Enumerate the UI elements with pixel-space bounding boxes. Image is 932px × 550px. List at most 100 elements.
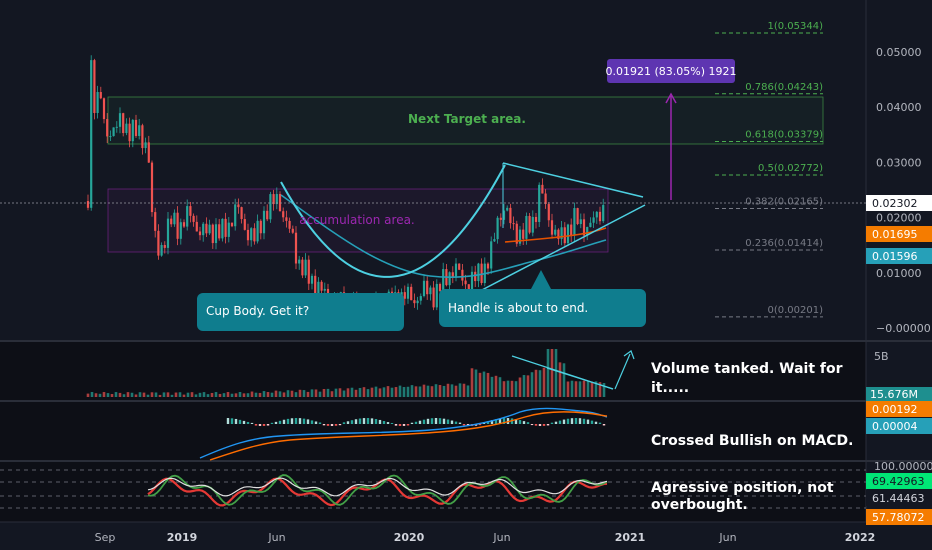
candle-body [170,218,173,225]
measure-label-box [607,59,735,83]
candle-body [563,227,566,244]
rsi-badge [866,490,932,506]
candle-body [467,284,470,291]
volume-bar [466,385,470,397]
macd-histogram-bar [570,418,574,424]
candle-body [502,210,506,220]
price-tick-label: −0.00000 [876,322,931,335]
macd-histogram-bar [494,419,498,424]
volume-bar [290,390,294,397]
candle-body [141,125,144,149]
macd-histogram-bar [558,420,562,424]
candle-body [538,184,541,222]
volume-bar [114,392,118,397]
volume-bar [342,390,346,397]
volume-bar [418,386,422,397]
volume-bar [102,392,106,397]
fib-level-label: 0.382(0.02165) [745,196,823,207]
svg-text:15.676M: 15.676M [870,388,918,401]
macd-histogram-bar [266,424,270,426]
macd-histogram-bar [490,420,494,424]
macd-badge [866,418,932,434]
candle-body [173,212,176,225]
macd-histogram-bar [434,418,438,424]
candle-body [176,212,179,239]
fib-level-label: 1(0.05344) [767,21,823,32]
macd-histogram-bar [586,419,590,424]
time-axis-label: Jun [267,531,285,544]
price-badge-label: 0.02302 [872,197,918,210]
volume-bar [194,394,198,397]
volume-bar [338,388,342,397]
macd-histogram-bar [270,422,274,424]
macd [199,407,608,461]
volume-bar [318,391,322,397]
handle-label: Handle is about to end. [448,301,588,315]
candle-body [432,287,435,308]
volume-bar [366,389,370,397]
volume-bar [430,386,434,397]
volume-bar [482,371,486,397]
candle-body [509,207,512,224]
candle-body [102,98,106,120]
macd-histogram-bar [338,424,342,426]
volume-drawings [511,350,635,390]
candle-body [493,239,496,242]
macd-histogram-bar [526,422,530,424]
candle-body [214,224,218,244]
candle-body [550,220,554,235]
macd-histogram-bar [394,424,398,426]
volume-bar [510,380,514,397]
macd-histogram-bar [438,418,442,424]
volume-bar [306,391,310,397]
candle-body [259,220,262,234]
fib-level-label: 0.786(0.04243) [745,82,823,93]
macd-histogram-bar [550,422,554,424]
rsi-note-line2: overbought. [651,497,748,513]
fib-labels: 1(0.05344) 0.786(0.04243) 0.618(0.03379) 0.… [745,21,823,316]
volume-bar [602,383,606,397]
macd-signal-line [209,411,608,461]
candle-body [490,241,493,269]
volume-bar [426,385,430,397]
candle-body [307,259,310,284]
volume-bar [494,375,498,397]
cup-curve [280,164,506,278]
candle-body [422,280,426,297]
volume-bar [526,375,530,397]
macd-histogram-bar [410,422,414,424]
macd-histogram-bar [462,424,466,426]
panel-separators [0,0,932,523]
volume-bar [302,390,306,397]
candle-body [112,127,115,137]
rsi-badge-label: 61.44463 [872,492,925,505]
volume-bar [258,392,262,397]
candle-body [579,219,582,225]
macd-histogram-bar [458,422,462,424]
volume-bar [362,387,366,397]
candle-body [544,193,547,205]
volume-bar [486,372,490,397]
candle-body [323,288,326,291]
volume-bar [166,392,170,397]
macd-histogram-bar [422,419,426,424]
candle-body [554,229,557,235]
time-axis-label: 2021 [615,531,646,544]
volume-bar [330,391,334,397]
candle-body [426,280,429,295]
price-badge-label: 0.01695 [872,228,918,241]
macd-histogram-bar [514,419,518,424]
candle-body [282,211,285,218]
candle-body [157,230,160,256]
volume-bar [406,386,410,397]
volume-bar [174,392,178,397]
candle-body [218,224,221,239]
macd-histogram-bar [554,421,558,424]
volume-bar [94,393,98,397]
candle-body [413,300,416,304]
macd-histogram-bar [290,418,294,424]
volume-bar [530,372,534,397]
candle-body [246,229,250,241]
macd-histogram-bar [454,421,458,424]
